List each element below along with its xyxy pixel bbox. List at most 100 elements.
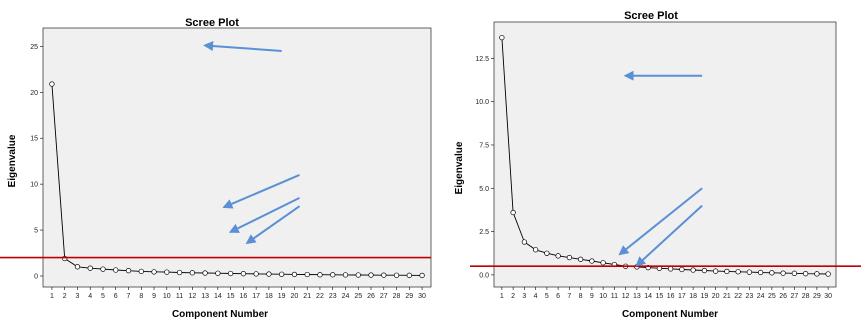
x-tick-label: 22 [316,293,324,300]
data-point [791,270,798,276]
data-point [215,270,221,276]
y-axis-title: Eigenvalue [454,141,465,194]
x-tick-label: 12 [188,293,196,300]
x-tick-label: 9 [152,293,156,300]
data-point [240,271,247,277]
x-tick-label: 1 [500,293,504,300]
data-point [381,272,387,278]
x-tick-label: 20 [712,293,720,300]
chart-title: Scree Plot [185,17,239,29]
data-point [330,272,336,278]
data-point [780,270,786,276]
data-point [735,269,741,275]
x-tick-label: 15 [227,293,235,300]
data-point [164,269,170,275]
x-tick-label: 17 [252,293,260,300]
scree-plot-left: Scree Plot Component Number Eigenvalue 0… [0,17,432,320]
x-tick-label: 21 [723,293,731,300]
data-point [802,271,809,277]
plot-area [42,27,432,288]
x-tick-label: 29 [813,293,821,300]
data-point [600,260,606,266]
x-tick-label: 3 [522,293,526,300]
annotation-arrow [245,205,301,245]
data-point [769,270,775,276]
data-point [393,272,400,278]
x-tick-label: 24 [342,293,350,300]
x-tick-label: 5 [101,293,105,300]
x-tick-label: 28 [802,293,810,300]
data-point [227,270,234,277]
data-point [679,266,685,273]
y-tick-label: 25 [30,44,38,51]
annotation-arrow [222,174,300,209]
plot-area [493,21,837,288]
x-tick-label: 26 [367,293,375,300]
x-axis-title: Component Number [172,309,268,320]
y-tick-label: 5 [34,228,38,235]
x-tick-label: 23 [745,293,753,300]
data-point [577,256,584,262]
x-tick-label: 20 [291,293,299,300]
x-tick-label: 1 [50,293,54,300]
y-tick-label: 20 [30,90,38,97]
data-point [499,34,505,41]
x-tick-label: 8 [139,293,143,300]
data-point [189,270,195,276]
data-point [368,272,374,278]
x-tick-label: 23 [329,293,337,300]
data-point [342,272,349,278]
x-tick-label: 7 [567,293,571,300]
x-tick-label: 7 [127,293,131,300]
data-point [49,81,55,87]
x-tick-label: 14 [644,293,652,300]
data-point [589,258,595,264]
x-tick-label: 8 [579,293,583,300]
data-point [279,271,285,277]
x-tick-label: 21 [303,293,311,300]
data-point [176,269,183,276]
x-tick-label: 12 [622,293,630,300]
x-tick-label: 3 [76,293,80,300]
y-tick-label: 0 [34,273,38,280]
x-tick-label: 10 [599,293,607,300]
annotation-arrow [618,187,703,256]
data-point [151,269,157,275]
y-tick-label: 0.0 [479,272,489,279]
y-axis-title: Eigenvalue [7,134,18,187]
data-point [690,267,696,273]
x-tick-label: 6 [556,293,560,300]
data-point [317,272,323,278]
x-tick-label: 30 [418,293,426,300]
x-tick-label: 29 [405,293,413,300]
data-point [419,272,425,279]
data-point [701,267,708,274]
data-point [532,247,539,253]
y-tick-label: 15 [30,136,38,143]
data-point [814,271,820,277]
data-point [304,271,310,278]
x-tick-label: 25 [354,293,362,300]
x-tick-label: 18 [265,293,273,300]
x-tick-label: 16 [239,293,247,300]
x-tick-label: 17 [678,293,686,300]
data-point [202,270,208,276]
y-tick-label: 10.0 [475,99,489,106]
data-point [825,271,831,277]
x-tick-label: 25 [768,293,776,300]
data-point [712,268,719,274]
data-point [138,268,144,275]
x-tick-label: 2 [63,293,67,300]
x-tick-label: 18 [689,293,697,300]
y-tick-label: 5.0 [479,186,489,193]
data-point [757,269,764,276]
scree-plot-right: Scree Plot Component Number Eigenvalue 0… [454,10,861,320]
x-tick-label: 27 [380,293,388,300]
x-tick-label: 2 [511,293,515,300]
x-tick-label: 16 [667,293,675,300]
x-tick-label: 30 [824,293,832,300]
chart-title: Scree Plot [624,10,678,22]
x-tick-label: 5 [545,293,549,300]
data-point [724,268,730,275]
